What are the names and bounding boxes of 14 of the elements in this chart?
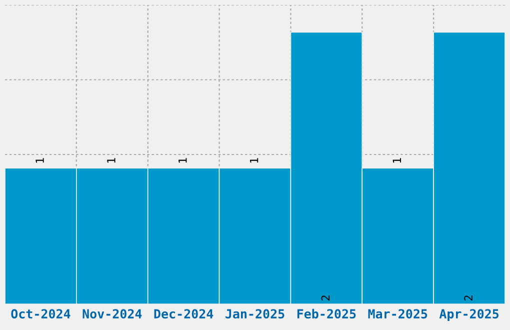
x-tick-label: Nov-2024 xyxy=(82,309,142,319)
x-tick-label: Oct-2024 xyxy=(11,309,70,319)
x-tick-label: Feb-2025 xyxy=(297,308,356,319)
data-label: 1 xyxy=(392,158,401,163)
data-label: 1 xyxy=(250,158,258,163)
data-label: 1 xyxy=(178,158,187,163)
data-label: 2 xyxy=(321,296,330,300)
data-label: 1 xyxy=(107,158,116,163)
data-label: 2 xyxy=(464,296,472,300)
x-tick-label: Jan-2025 xyxy=(226,309,284,319)
data-label: 1 xyxy=(36,158,44,163)
x-tick-label: Mar-2025 xyxy=(368,309,428,319)
x-tick-label: Dec-2024 xyxy=(154,309,214,319)
x-tick-label: Apr-2025 xyxy=(439,309,499,321)
